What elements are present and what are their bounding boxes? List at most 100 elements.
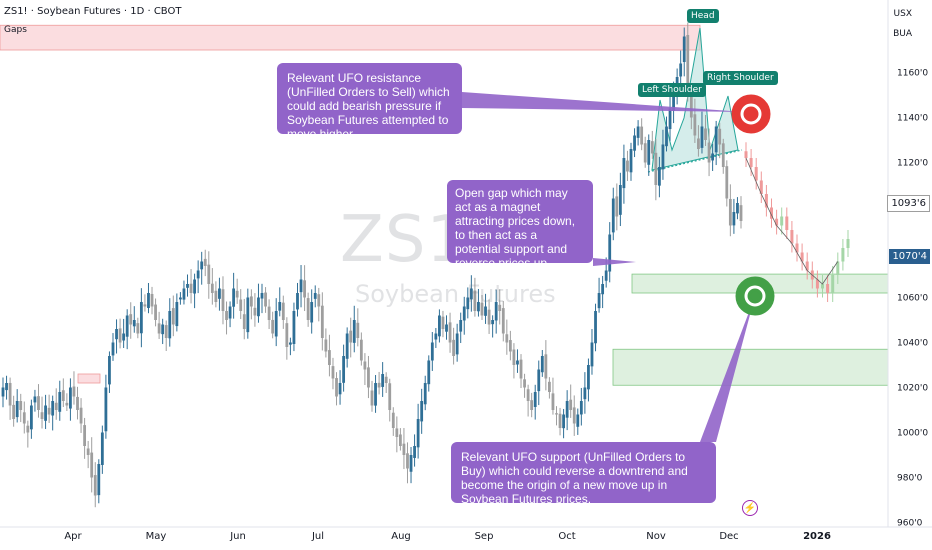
candle-body <box>700 126 704 148</box>
candle-body <box>398 434 402 446</box>
mode-label[interactable]: BUA <box>893 29 912 39</box>
candle-body <box>565 401 569 418</box>
candle-body <box>512 349 516 365</box>
candle-body <box>253 307 257 316</box>
symbol-header[interactable]: ZS1! · Soybean Futures · 1D · CBOT <box>4 6 182 17</box>
forecast-body <box>775 218 779 226</box>
candle-body <box>462 306 466 321</box>
forecast-body <box>744 151 748 158</box>
forecast-body <box>841 248 845 262</box>
forecast-candles <box>744 142 850 302</box>
candle-body <box>551 393 555 410</box>
candle-body <box>736 203 739 214</box>
candle-body <box>650 141 654 154</box>
candle-body <box>611 198 615 233</box>
candle-body <box>189 283 193 293</box>
candle-body <box>129 314 133 325</box>
candle-body <box>296 293 299 310</box>
candle-body <box>285 323 289 347</box>
candle-body <box>395 428 399 437</box>
candle-body <box>540 356 544 373</box>
candle-body <box>430 342 434 361</box>
candle-body <box>459 320 463 332</box>
support-note: Relevant UFO support (UnFilled Orders to… <box>451 442 716 506</box>
candle-body <box>51 401 55 416</box>
candle-body <box>707 142 711 163</box>
candle-body <box>466 297 470 310</box>
candle-body <box>44 405 47 421</box>
candle-body <box>579 401 583 415</box>
candle-body <box>143 304 147 307</box>
target-support-ring <box>747 288 763 304</box>
candle-body <box>661 144 665 170</box>
indicator-label[interactable]: Gaps <box>4 25 27 35</box>
candle-body <box>615 196 619 217</box>
candle-body <box>647 140 651 165</box>
candle-body <box>175 302 179 327</box>
candle-body <box>657 167 661 186</box>
candle-body <box>665 126 668 147</box>
head-label: Head <box>687 9 719 23</box>
candle-body <box>246 297 250 333</box>
candle-body <box>576 414 580 427</box>
zone-ufo-support <box>612 348 889 386</box>
forecast-body <box>800 252 804 262</box>
candle-body <box>335 378 338 397</box>
candle-body <box>249 296 253 307</box>
month-label: Sep <box>475 531 494 542</box>
gap-note: Open gap which may act as a magnet attra… <box>447 180 593 270</box>
resistance-arrow <box>462 92 745 112</box>
candle-body <box>526 389 530 401</box>
candle-body <box>19 401 23 410</box>
candle-body <box>193 279 196 294</box>
price-tick-label: 980'0 <box>897 474 923 484</box>
candle-body <box>384 376 388 383</box>
candle-body <box>132 320 136 327</box>
candle-body <box>320 305 324 338</box>
forecast-body <box>754 167 758 181</box>
candle-body <box>69 387 72 409</box>
candle-body <box>679 63 683 77</box>
candle-body <box>232 288 236 307</box>
candle-body <box>413 446 416 458</box>
currency-label[interactable]: USX <box>893 9 912 19</box>
candle-body <box>207 264 211 284</box>
targets <box>731 94 775 316</box>
lightning-icon[interactable]: ⚡ <box>742 500 758 516</box>
candle-body <box>65 402 69 406</box>
candle-body <box>469 288 473 300</box>
candle-body <box>427 360 431 385</box>
candle-body <box>590 342 594 367</box>
note-arrows <box>462 92 755 442</box>
candle-body <box>498 304 502 311</box>
right-shoulder-label: Right Shoulder <box>703 71 778 85</box>
candle-body <box>572 407 576 424</box>
candle-body <box>537 369 541 392</box>
candle-body <box>58 392 62 412</box>
candle-body <box>54 402 58 410</box>
candle-body <box>239 299 243 311</box>
candle-body <box>448 322 452 343</box>
month-label: Oct <box>558 531 575 542</box>
candle-body <box>182 288 186 300</box>
forecast-body <box>836 261 840 275</box>
candle-body <box>533 392 537 407</box>
candle-body <box>505 334 509 343</box>
candle-body <box>697 138 700 149</box>
forecast-body <box>759 180 763 194</box>
candle-body <box>587 365 590 390</box>
candle-body <box>367 367 370 388</box>
candle-body <box>391 412 395 428</box>
candle-body <box>402 443 406 455</box>
candle-body <box>210 283 214 293</box>
candle-body <box>739 205 743 221</box>
last-price-badge: 1093'6 <box>887 195 930 212</box>
forecast-body <box>764 194 768 208</box>
forecast-body <box>770 207 773 219</box>
forecast-body <box>749 158 753 167</box>
forecast-body <box>785 216 789 230</box>
candle-body <box>562 414 565 429</box>
candle-body <box>171 308 175 325</box>
